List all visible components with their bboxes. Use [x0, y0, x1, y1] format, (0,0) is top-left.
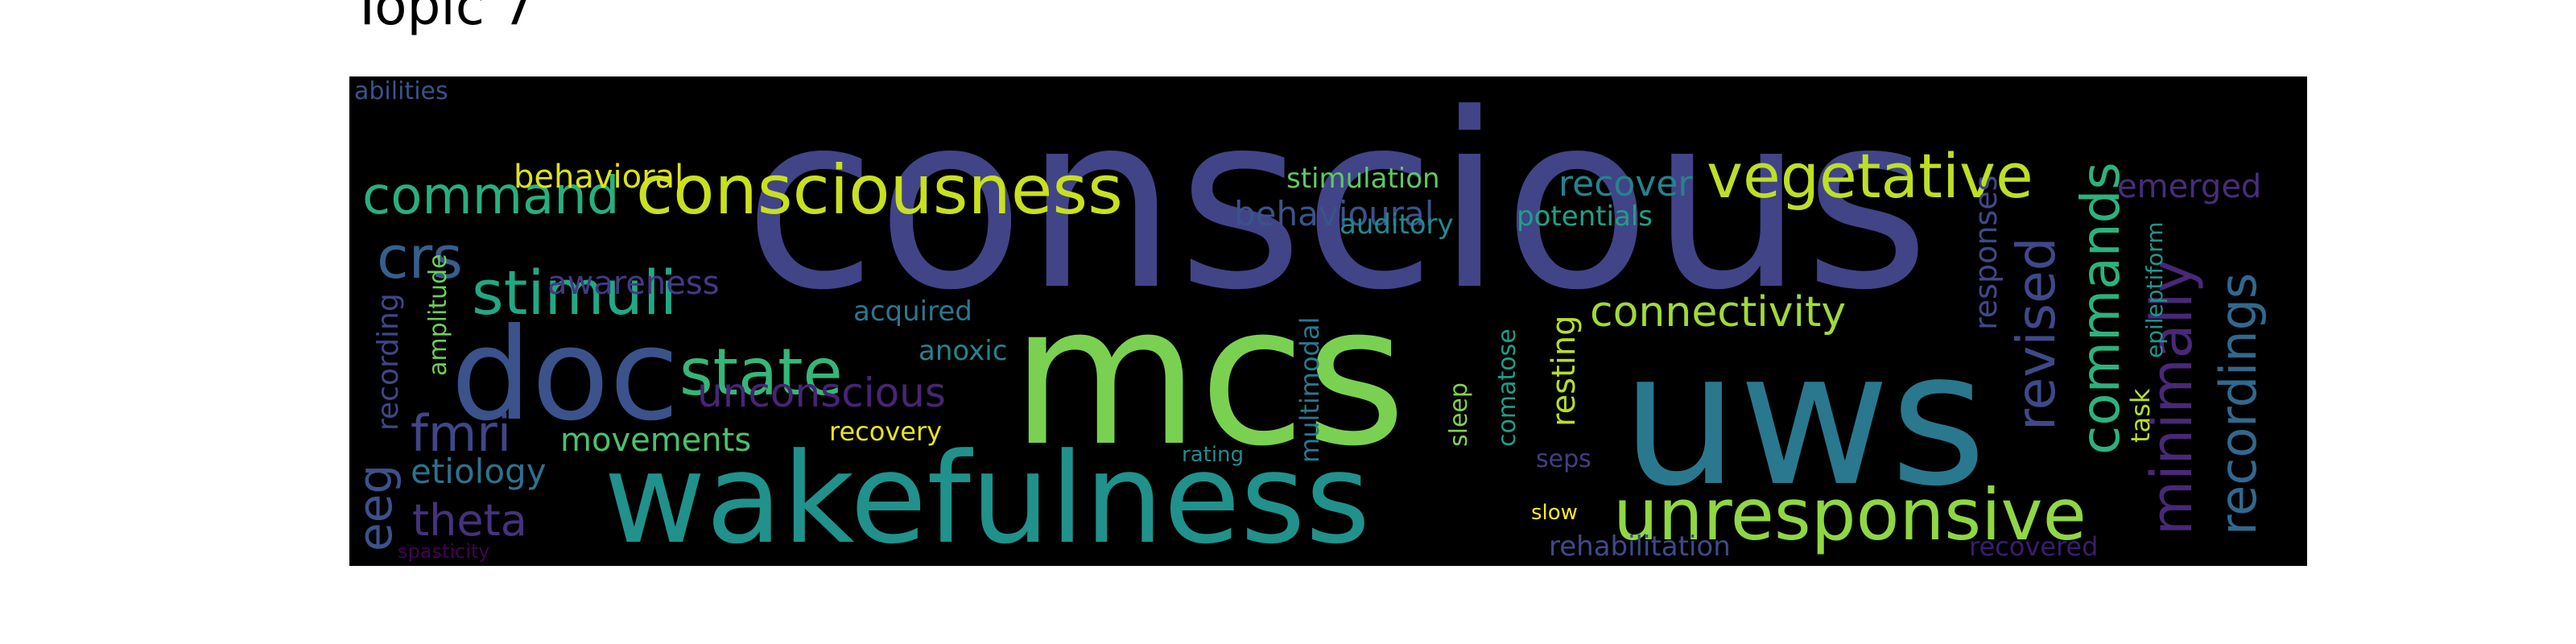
word-acquired: acquired	[853, 295, 972, 328]
word-movements: movements	[560, 422, 751, 459]
word-command: command	[362, 167, 619, 226]
figure-title: Topic 7	[351, 0, 535, 37]
word-abilities: abilities	[354, 77, 448, 105]
word-connectivity: connectivity	[1590, 288, 1846, 336]
word-eeg: eeg	[349, 464, 402, 551]
word-comatose: comatose	[1493, 328, 1521, 447]
cloud-background	[349, 76, 2307, 566]
word-behavioural: behavioural	[1234, 194, 1434, 233]
word-spasticity: spasticity	[398, 540, 490, 563]
word-commands: commands	[2070, 162, 2132, 455]
word-theta: theta	[412, 495, 527, 546]
word-recover: recover	[1558, 163, 1693, 204]
word-behavioral: behavioral	[514, 159, 683, 196]
word-recovery: recovery	[829, 416, 942, 447]
word-unresponsive: unresponsive	[1613, 473, 2087, 556]
word-potentials: potentials	[1517, 200, 1653, 233]
word-awareness: awareness	[547, 265, 720, 302]
word-rehabilitation: rehabilitation	[1549, 530, 1731, 563]
word-doc: doc	[451, 301, 679, 449]
word-emerged: emerged	[2117, 168, 2261, 205]
word-auditory: auditory	[1340, 208, 1454, 241]
word-recordings: recordings	[2209, 273, 2268, 535]
word-etiology: etiology	[411, 452, 547, 491]
word-uws: uws	[1621, 312, 1987, 527]
word-epileptiform: epileptiform	[2141, 221, 2168, 358]
word-revised: revised	[2005, 237, 2067, 431]
word-seps: seps	[1536, 445, 1591, 473]
word-stimulation: stimulation	[1286, 163, 1440, 195]
word-task: task	[2125, 388, 2156, 443]
word-consciousness: consciousness	[636, 151, 1123, 229]
word-crs: crs	[377, 224, 463, 291]
word-multimodal: multimodal	[1294, 317, 1325, 463]
word-amplitude: amplitude	[424, 254, 452, 376]
word-state: state	[679, 335, 843, 410]
word-responses: responses	[1968, 175, 2004, 330]
word-mcs: mcs	[1011, 263, 1406, 489]
word-slow: slow	[1531, 501, 1578, 525]
word-rating: rating	[1182, 443, 1244, 467]
word-vegetative: vegetative	[1707, 140, 2033, 212]
word-wakefulness: wakefulness	[604, 426, 1370, 566]
word-minimally: minimally	[2139, 259, 2205, 535]
word-cloud-panel: conscious mcs uws wakefulness doc consciousne…	[349, 76, 2307, 566]
word-unconscious: unconscious	[697, 369, 946, 416]
word-conscious: conscious	[744, 76, 1930, 343]
word-fmri: fmri	[411, 404, 511, 463]
word-resting: resting	[1546, 315, 1583, 427]
word-recording: recording	[372, 293, 405, 431]
word-stimuli: stimuli	[472, 257, 677, 328]
word-recovered: recovered	[1969, 531, 2098, 562]
word-anoxic: anoxic	[919, 335, 1007, 367]
word-sleep: sleep	[1445, 382, 1473, 447]
